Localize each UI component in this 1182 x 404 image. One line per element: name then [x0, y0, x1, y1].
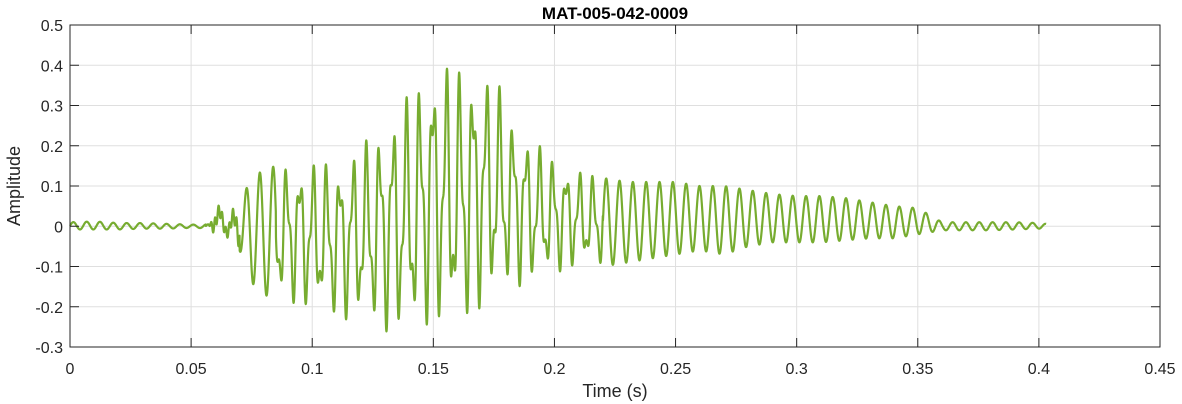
x-tick-label: 0.15 [418, 361, 449, 378]
y-tick-label: -0.1 [35, 260, 63, 277]
chart-title: MAT-005-042-0009 [542, 4, 688, 23]
y-axis-label: Amplitude [4, 146, 24, 226]
y-tick-label: -0.3 [35, 340, 63, 357]
y-tick-labels: -0.3 -0.2 -0.1 0 0.1 0.2 0.3 0.4 0.5 [35, 18, 63, 357]
x-tick-label: 0.35 [902, 361, 933, 378]
x-axis-label: Time (s) [582, 381, 647, 401]
y-tick-label: 0.1 [41, 179, 63, 196]
waveform-line [69, 67, 1048, 333]
y-tick-label: 0.3 [41, 99, 63, 116]
y-tick-label: 0 [54, 219, 63, 236]
x-tick-labels: 0 0.05 0.1 0.15 0.2 0.25 0.3 0.35 0.4 0.45 [66, 361, 1176, 378]
x-tick-label: 0.2 [543, 361, 565, 378]
y-tick-label: 0.4 [41, 58, 63, 75]
y-tick-label: -0.2 [35, 300, 63, 317]
waveform-series [69, 67, 1048, 333]
x-tick-label: 0.25 [660, 361, 691, 378]
x-tick-label: 0.3 [786, 361, 808, 378]
y-tick-label: 0.2 [41, 139, 63, 156]
y-tick-label: 0.5 [41, 18, 63, 35]
x-tick-label: 0.45 [1144, 361, 1175, 378]
x-tick-label: 0 [66, 361, 75, 378]
axis-ticks [69, 24, 1161, 348]
x-tick-label: 0.05 [176, 361, 207, 378]
x-tick-label: 0.1 [301, 361, 323, 378]
x-tick-label: 0.4 [1028, 361, 1050, 378]
